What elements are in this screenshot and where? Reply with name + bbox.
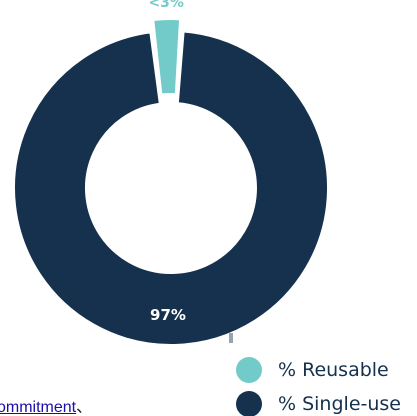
legend-item-single-use: % Single-use [236, 387, 417, 416]
footnote-link-fragment: ommitment、 [0, 393, 92, 416]
legend-swatch-single-use [236, 391, 262, 416]
page-edge-mark [229, 333, 233, 343]
commitment-link[interactable]: ommitment [0, 399, 77, 416]
donut-slice-1 [13, 30, 329, 346]
slice-label-0: <3% [148, 0, 184, 11]
legend-label-single-use: % Single-use [278, 393, 401, 415]
legend-item-reusable: % Reusable [236, 353, 417, 387]
legend-label-reusable: % Reusable [278, 359, 389, 381]
chart-legend: % Reusable % Single-use [236, 353, 417, 416]
slice-label-1: 97% [150, 306, 186, 324]
link-suffix: 、 [76, 399, 93, 416]
donut-slice-0 [152, 18, 182, 96]
legend-swatch-reusable [236, 357, 262, 383]
